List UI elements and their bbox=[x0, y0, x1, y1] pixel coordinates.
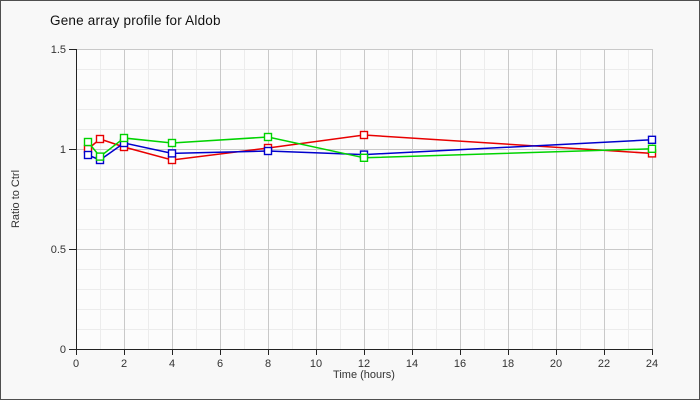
y-axis-tick-label: 0.5 bbox=[51, 244, 66, 256]
y-axis-tick-label: 1.5 bbox=[51, 44, 66, 56]
x-axis-tick-label: 4 bbox=[169, 358, 175, 370]
series-blue-marker bbox=[83, 150, 93, 160]
series-green-marker bbox=[83, 137, 93, 147]
series-green-marker bbox=[95, 152, 105, 161]
x-axis-tick-label: 24 bbox=[646, 358, 658, 370]
series-green-marker bbox=[263, 132, 273, 142]
y-axis-tick-label: 1 bbox=[60, 144, 66, 156]
series-green bbox=[83, 132, 657, 163]
series-green-marker bbox=[359, 153, 369, 163]
series-green-marker bbox=[167, 138, 177, 148]
x-axis-tick-label: 8 bbox=[265, 358, 271, 370]
x-axis-tick-label: 22 bbox=[598, 358, 610, 370]
x-axis-title: Time (hours) bbox=[333, 369, 395, 381]
x-axis-tick-label: 10 bbox=[310, 358, 322, 370]
y-axis-tick-label: 0 bbox=[60, 344, 66, 356]
x-axis-tick-label: 14 bbox=[406, 358, 418, 370]
x-axis-tick-label: 12 bbox=[358, 358, 370, 370]
gridlines bbox=[76, 49, 653, 349]
x-axis-tick-label: 18 bbox=[502, 358, 514, 370]
x-axis-tick-label: 6 bbox=[217, 358, 223, 370]
x-axis-tick-label: 0 bbox=[73, 358, 79, 370]
series-blue-marker bbox=[263, 146, 273, 156]
chart-title: Gene array profile for Aldob bbox=[50, 13, 221, 28]
x-axis-tick-label: 16 bbox=[454, 358, 466, 370]
series-red-marker bbox=[95, 134, 105, 144]
series-red-marker bbox=[359, 130, 369, 140]
series-blue-marker bbox=[647, 135, 657, 145]
x-axis-tick-label: 20 bbox=[550, 358, 562, 370]
x-axis-tick-label: 2 bbox=[121, 358, 127, 370]
series-blue-marker bbox=[167, 149, 177, 158]
y-axis-title: Ratio to Ctrl bbox=[10, 170, 22, 228]
series-green-marker bbox=[119, 133, 129, 143]
series-green-marker bbox=[647, 144, 657, 154]
